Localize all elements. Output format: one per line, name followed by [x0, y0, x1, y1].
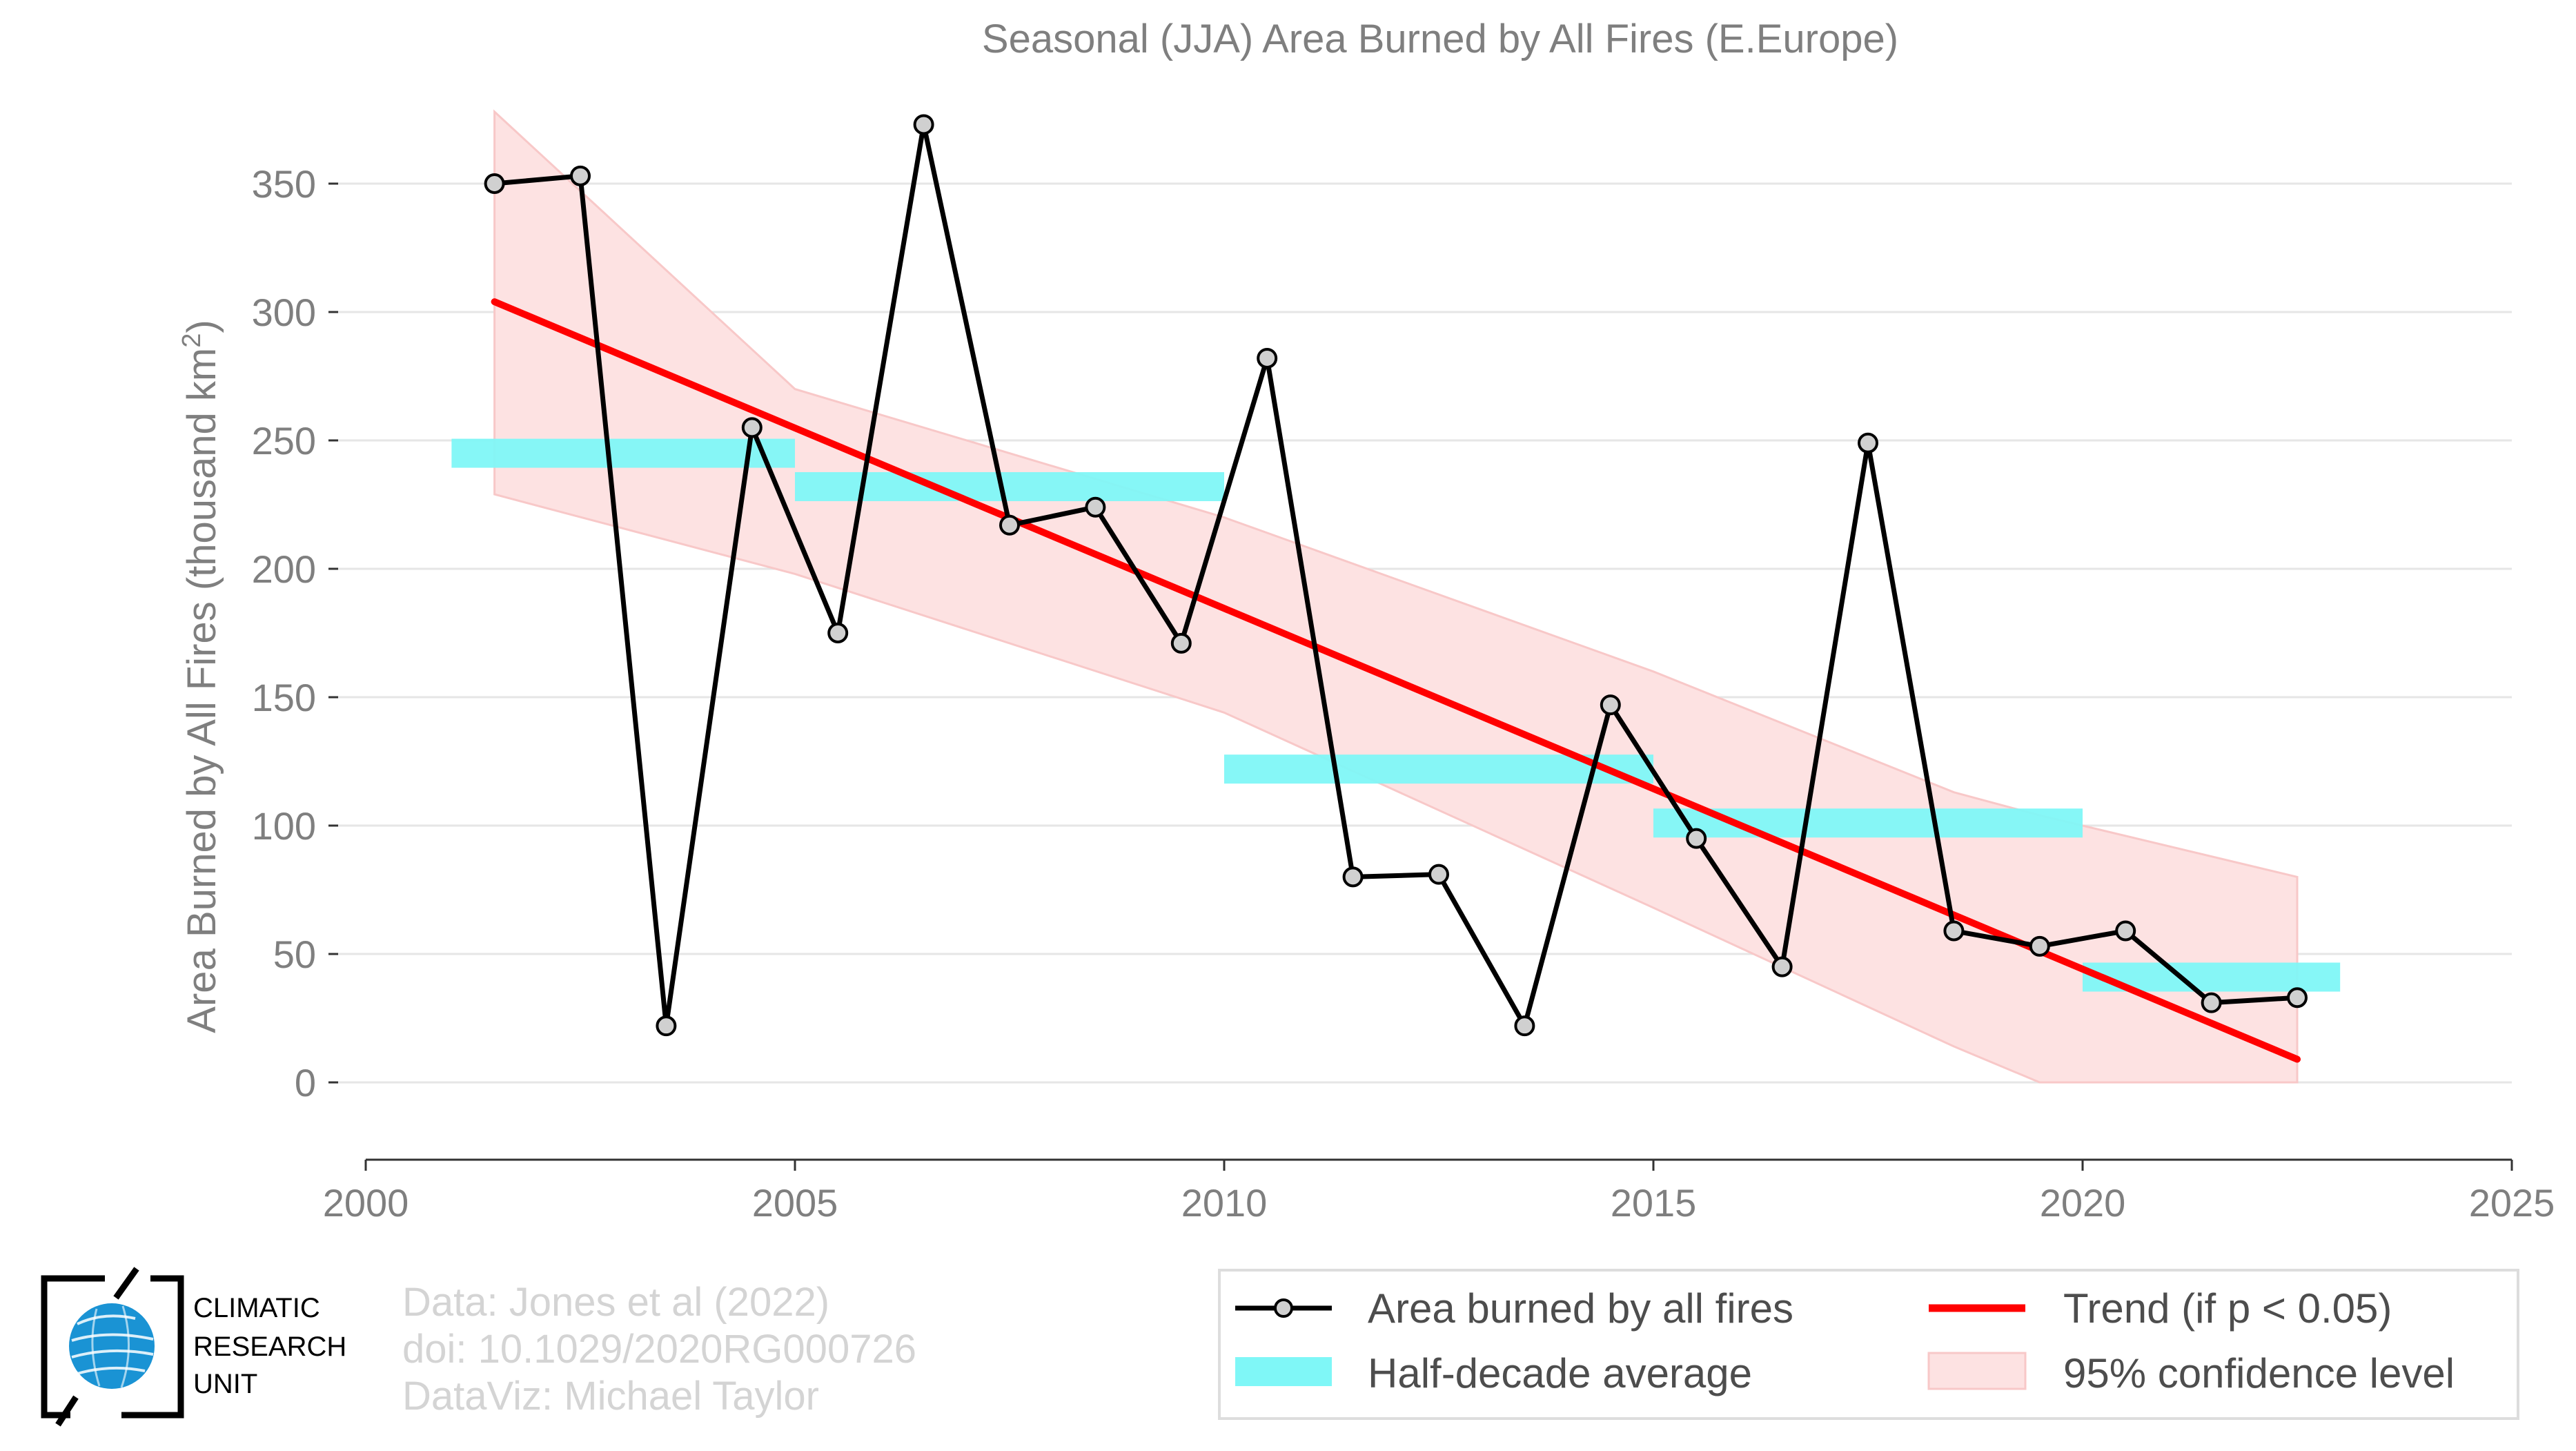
- trend-line-path: [491, 298, 2301, 1063]
- legend-frame: [1218, 1269, 2519, 1420]
- credit-data: Data: Jones et al (2022): [402, 1280, 829, 1325]
- data-point-2012.5: [1428, 864, 1449, 885]
- logo-text-line3: UNIT: [193, 1369, 257, 1399]
- cru-logo: CLIMATIC RESEARCH UNIT: [41, 1267, 346, 1427]
- legend-label-trend: Trend (if p < 0.05): [2063, 1285, 2392, 1332]
- credit-dataviz: DataViz: Michael Taylor: [402, 1374, 819, 1419]
- chart-title: Seasonal (JJA) Area Burned by All Fires …: [982, 17, 1898, 61]
- y-axis-label: Area Burned by All Fires (thousand km2): [177, 320, 224, 1033]
- x-tick-label-2025: 2025: [2469, 1181, 2555, 1225]
- data-point-2001.5: [484, 173, 505, 194]
- data-point-2003.5: [656, 1015, 677, 1037]
- legend-label-series: Area burned by all fires: [1368, 1285, 1793, 1332]
- data-point-2011.5: [1342, 866, 1364, 888]
- x-axis: 2000 2005 2010 2015 2020 2025: [323, 1158, 2555, 1225]
- legend-swatch-half-decade: [1235, 1357, 1332, 1386]
- legend-label-half-decade: Half-decade average: [1368, 1350, 1752, 1396]
- y-tick-label-50: 50: [273, 933, 316, 976]
- trend-line: [491, 298, 2301, 1063]
- data-point-2017.5: [1858, 432, 1878, 454]
- confidence-band-area: [493, 109, 2299, 1084]
- data-point-2018.5: [1943, 920, 1965, 942]
- area-burned-series: [484, 114, 2308, 1037]
- data-point-2004.5: [741, 417, 763, 438]
- data-point-2014.5: [1600, 694, 1621, 716]
- logo-text-line1: CLIMATIC: [193, 1293, 320, 1323]
- y-tick-label-350: 350: [252, 162, 316, 206]
- x-tick-label-2020: 2020: [2040, 1181, 2126, 1225]
- y-ticks: 0 50 100 150 200 250 300 350: [252, 162, 338, 1104]
- y-tick-label-300: 300: [252, 291, 316, 334]
- series-line: [494, 121, 2298, 1029]
- x-tick-label-2010: 2010: [1181, 1181, 1268, 1225]
- half-decade-bar-0: [451, 438, 795, 468]
- y-tick-label-250: 250: [252, 419, 316, 462]
- data-point-2007.5: [999, 514, 1020, 536]
- credit-doi: doi: 10.1029/2020RG000726: [402, 1327, 916, 1372]
- data-point-2008.5: [1085, 496, 1106, 518]
- y-tick-label-100: 100: [252, 804, 316, 848]
- logo-slash: [55, 1267, 139, 1427]
- half-decade-bar-3: [1653, 808, 2083, 838]
- logo-text-line2: RESEARCH: [193, 1332, 346, 1362]
- confidence-band: [493, 109, 2299, 1084]
- x-tick-label-2000: 2000: [323, 1181, 409, 1225]
- legend-swatch-series: [1235, 1298, 1332, 1318]
- logo-bracket-right: [121, 1275, 184, 1419]
- x-tick-label-2005: 2005: [752, 1181, 838, 1225]
- data-point-2015.5: [1686, 828, 1707, 849]
- y-tick-label-200: 200: [252, 547, 316, 591]
- data-point-2002.5: [570, 165, 591, 186]
- data-point-2022.5: [2287, 987, 2308, 1009]
- legend-swatch-confidence: [1927, 1352, 2027, 1390]
- data-point-2006.5: [913, 114, 934, 135]
- data-point-2020.5: [2115, 920, 2136, 942]
- data-point-2019.5: [2029, 935, 2050, 957]
- data-point-2016.5: [1771, 956, 1793, 977]
- y-tick-label-0: 0: [295, 1061, 316, 1104]
- data-point-2010.5: [1257, 347, 1278, 369]
- logo-bracket-left: [41, 1275, 105, 1419]
- legend-label-confidence: 95% confidence level: [2063, 1350, 2455, 1396]
- globe-icon: [69, 1303, 155, 1389]
- y-tick-label-150: 150: [252, 676, 316, 719]
- data-point-2021.5: [2201, 992, 2222, 1013]
- data-point-2005.5: [827, 623, 849, 643]
- data-point-2009.5: [1170, 632, 1192, 654]
- legend: Area burned by all fires Trend (if p < 0…: [1218, 1269, 2519, 1420]
- data-point-2013.5: [1514, 1015, 1535, 1037]
- x-tick-label-2015: 2015: [1611, 1181, 1697, 1225]
